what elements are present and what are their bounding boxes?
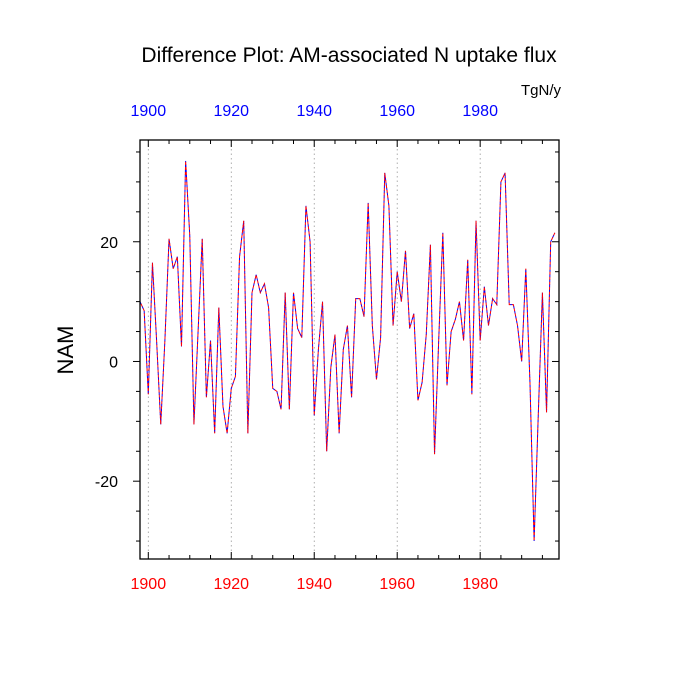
x-tick-label-bottom: 1900 xyxy=(131,576,167,593)
chart-title: Difference Plot: AM-associated N uptake … xyxy=(141,44,557,67)
y-tick-label: 20 xyxy=(100,235,118,252)
plot-frame xyxy=(139,139,560,560)
x-tick-label-bottom: 1920 xyxy=(213,576,249,593)
series-layer xyxy=(139,160,556,542)
units-label: TgN/y xyxy=(521,82,562,99)
x-tick-label-top: 1980 xyxy=(462,103,498,120)
series-line-red xyxy=(139,160,556,542)
x-tick-label-bottom: 1980 xyxy=(462,576,498,593)
axes: 1900 1900 1920 1920 1940 1940 1960 1960 1980 1980… xyxy=(95,103,559,593)
x-tick-label-top: 1960 xyxy=(379,103,415,120)
grid-lines xyxy=(147,140,481,559)
y-tick-label: 0 xyxy=(109,354,118,371)
y-axis-label: NAM xyxy=(53,326,78,375)
x-tick-label-top: 1940 xyxy=(296,103,332,120)
series-line-blue xyxy=(139,160,556,542)
x-tick-label-top: 1920 xyxy=(213,103,249,120)
x-tick-label-bottom: 1940 xyxy=(296,576,332,593)
y-tick-label: -20 xyxy=(95,474,118,491)
x-tick-label-top: 1900 xyxy=(131,103,167,120)
x-tick-label-bottom: 1960 xyxy=(379,576,415,593)
